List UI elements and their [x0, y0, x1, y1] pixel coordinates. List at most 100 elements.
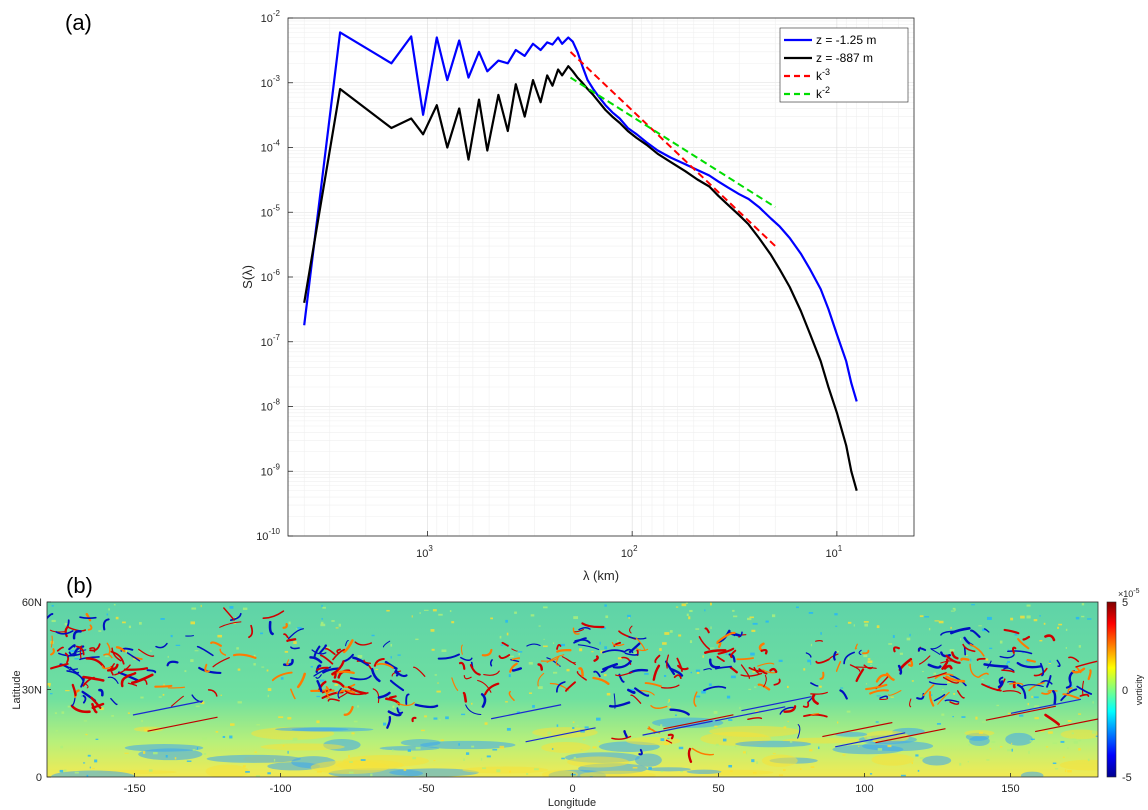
vorticity-speckle	[392, 749, 394, 752]
vorticity-speckle	[440, 739, 444, 742]
vorticity-speckle	[534, 768, 539, 771]
vorticity-speckle	[876, 695, 882, 697]
vorticity-filament	[394, 669, 408, 678]
vorticity-filament	[869, 689, 889, 695]
vorticity-speckle	[599, 641, 601, 645]
vorticity-speckle	[397, 708, 401, 712]
vorticity-speckle	[500, 644, 504, 646]
vorticity-filament	[337, 688, 342, 699]
vorticity-speckle	[508, 674, 511, 678]
vorticity-filament	[282, 658, 294, 667]
vorticity-speckle	[65, 690, 70, 692]
vorticity-filament	[922, 684, 935, 697]
vorticity-speckle	[245, 771, 250, 773]
colorbar-multiplier: ×10-5	[1118, 588, 1140, 599]
vorticity-filament	[933, 693, 946, 702]
vorticity-speckle	[553, 671, 558, 674]
vorticity-speckle	[1081, 615, 1085, 618]
vorticity-speckle	[1092, 731, 1096, 734]
vorticity-speckle	[127, 712, 130, 714]
vorticity-speckle	[357, 655, 363, 658]
map-x-tick-label: 100	[855, 783, 873, 795]
vorticity-filament	[1056, 659, 1061, 668]
vorticity-band	[310, 760, 389, 774]
vorticity-speckle	[509, 655, 514, 658]
vorticity-filament	[832, 651, 837, 661]
vorticity-filament	[498, 654, 511, 660]
vorticity-speckle	[961, 716, 966, 718]
vorticity-filament	[70, 704, 91, 714]
vorticity-speckle	[1049, 660, 1051, 663]
vorticity-speckle	[553, 642, 555, 644]
vorticity-filament	[372, 688, 380, 704]
vorticity-speckle	[471, 745, 475, 748]
vorticity-filament	[170, 695, 184, 707]
vorticity-speckle	[756, 761, 759, 764]
vorticity-speckle	[987, 616, 992, 620]
vorticity-filament	[1040, 680, 1053, 685]
vorticity-speckle	[580, 749, 583, 751]
vorticity-filament	[437, 653, 461, 660]
vorticity-speckle	[351, 732, 355, 736]
map-x-tick-label: 0	[569, 783, 575, 795]
vorticity-filament	[627, 688, 636, 694]
vorticity-filament	[286, 659, 290, 666]
vorticity-speckle	[695, 669, 701, 672]
vorticity-speckle	[730, 675, 736, 679]
vorticity-speckle	[1071, 732, 1074, 735]
vorticity-band	[579, 770, 656, 777]
vorticity-filament	[650, 704, 668, 709]
vorticity-speckle	[1029, 740, 1033, 742]
vorticity-speckle	[836, 721, 839, 724]
vorticity-filament	[940, 651, 952, 658]
vorticity-speckle	[543, 645, 548, 648]
vorticity-filament	[762, 669, 777, 674]
vorticity-filament	[1011, 646, 1017, 654]
vorticity-speckle	[922, 670, 924, 673]
vorticity-filament	[949, 701, 960, 705]
colorbar-tick-max: 5	[1122, 597, 1128, 609]
series-line-2	[303, 65, 858, 491]
vorticity-filament	[666, 654, 670, 669]
vorticity-speckle	[1011, 742, 1013, 745]
vorticity-speckle	[194, 650, 199, 652]
vorticity-speckle	[680, 770, 684, 773]
vorticity-filament	[90, 696, 102, 709]
vorticity-filament	[573, 637, 587, 644]
vorticity-filament	[602, 662, 619, 671]
vorticity-speckle	[846, 710, 851, 713]
vorticity-filament	[286, 638, 297, 642]
vorticity-speckle	[316, 720, 320, 724]
vorticity-filament	[526, 643, 541, 647]
vorticity-speckle	[929, 694, 933, 696]
vorticity-speckle	[509, 770, 512, 773]
vorticity-filament	[977, 672, 989, 678]
vorticity-speckle	[842, 754, 846, 756]
vorticity-speckle	[690, 671, 693, 674]
y-tick-label: 10-9	[261, 462, 281, 478]
vorticity-speckle	[1065, 647, 1068, 649]
vorticity-band	[634, 753, 662, 767]
vorticity-speckle	[701, 690, 706, 694]
vorticity-speckle	[953, 693, 956, 695]
vorticity-filament	[969, 663, 979, 678]
vorticity-speckle	[633, 652, 638, 655]
vorticity-filament	[1079, 693, 1090, 697]
vorticity-speckle	[49, 684, 51, 688]
vorticity-speckle	[353, 720, 358, 723]
vorticity-filament	[779, 706, 794, 715]
vorticity-filament	[89, 647, 96, 653]
vorticity-speckle	[675, 606, 679, 608]
vorticity-speckle	[617, 639, 619, 643]
vorticity-speckle	[229, 606, 234, 609]
y-tick-label: 10-2	[261, 9, 281, 25]
vorticity-filament	[313, 645, 321, 659]
vorticity-speckle	[437, 682, 439, 684]
vorticity-speckle	[92, 767, 95, 770]
vorticity-speckle	[579, 648, 583, 652]
vorticity-filament	[862, 649, 870, 655]
vorticity-speckle	[714, 725, 718, 728]
vorticity-filament	[715, 706, 786, 722]
vorticity-filament	[556, 643, 562, 650]
vorticity-speckle	[528, 662, 533, 665]
